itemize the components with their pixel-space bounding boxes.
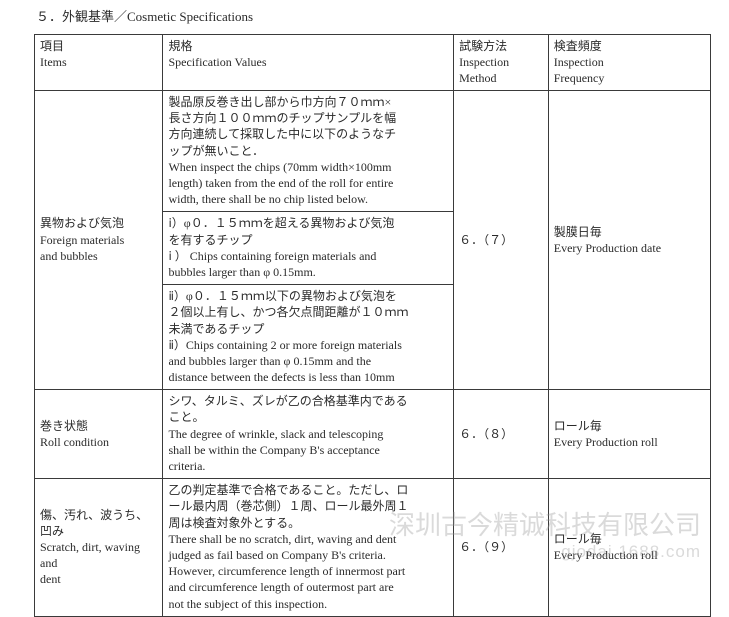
header-spec-en: Specification Values: [168, 55, 266, 69]
spec1b-en2: bubbles larger than φ 0.15mm.: [168, 265, 315, 279]
item3-en1: Scratch, dirt, waving and: [40, 540, 140, 570]
cell-item-2: 巻き状態 Roll condition: [35, 390, 163, 479]
spec1a-jp1: 製品原反巻き出し部から巾方向７０ｍｍ×: [168, 95, 391, 109]
freq2-jp: ロール毎: [554, 419, 602, 433]
table-row: 巻き状態 Roll condition シワ、タルミ、ズレが乙の合格基準内である…: [35, 390, 711, 479]
method2: ６．（８）: [459, 427, 513, 441]
freq3-jp: ロール毎: [554, 532, 602, 546]
table-row: 異物および気泡 Foreign materials and bubbles 製品…: [35, 91, 711, 212]
spec3-en3: However, circumference length of innermo…: [168, 564, 405, 578]
item3-en2: dent: [40, 572, 61, 586]
spec1c-jp1: ⅱ）φ０．１５ｍｍ以下の異物および気泡を: [168, 289, 396, 303]
spec1a-en2: length) taken from the end of the roll f…: [168, 176, 393, 190]
spec1a-jp4: ップが無いこと．: [168, 144, 264, 158]
freq1-jp: 製膜日毎: [554, 225, 602, 239]
cell-spec-3: 乙の判定基準で合格であること。ただし、ロ ール最内周（巻芯側）１周、ロール最外周…: [163, 479, 454, 617]
item2-en: Roll condition: [40, 435, 109, 449]
spec1a-jp3: 方向連続して採取した中に以下のようなチ: [168, 127, 396, 141]
freq2-en: Every Production roll: [554, 435, 658, 449]
method3: ６．（９）: [459, 540, 513, 554]
header-method: 試験方法 Inspection Method: [454, 34, 549, 91]
header-items: 項目 Items: [35, 34, 163, 91]
spec1b-en1: ⅰ ） Chips containing foreign materials a…: [168, 249, 376, 263]
freq1-en: Every Production date: [554, 241, 661, 255]
cell-freq-1: 製膜日毎 Every Production date: [548, 91, 710, 390]
spec3-en5: not the subject of this inspection.: [168, 597, 327, 611]
item2-jp: 巻き状態: [40, 419, 88, 433]
header-freq-jp: 検査頻度: [554, 39, 602, 53]
spec1a-en3: width, there shall be no chip listed bel…: [168, 192, 368, 206]
spec3-en4: and circumference length of outermost pa…: [168, 580, 393, 594]
cell-method-1: ６．（７）: [454, 91, 549, 390]
spec3-en1: There shall be no scratch, dirt, waving …: [168, 532, 396, 546]
header-freq: 検査頻度 Inspection Frequency: [548, 34, 710, 91]
cell-method-3: ６．（９）: [454, 479, 549, 617]
item1-en2: and bubbles: [40, 249, 98, 263]
spec2-jp2: こと。: [168, 410, 204, 424]
cell-method-2: ６．（８）: [454, 390, 549, 479]
spec3-jp2: ール最内周（巻芯側）１周、ロール最外周１: [168, 499, 408, 513]
spec2-en2: shall be within the Company B's acceptan…: [168, 443, 379, 457]
header-method-en1: Inspection: [459, 55, 509, 69]
header-items-jp: 項目: [40, 39, 64, 53]
cell-item-1: 異物および気泡 Foreign materials and bubbles: [35, 91, 163, 390]
spec3-jp3: 周は検査対象外とする。: [168, 516, 300, 530]
spec1b-jp2: を有するチップ: [168, 233, 252, 247]
spec1c-jp2: ２個以上有し、かつ各欠点間距離が１０ｍｍ: [168, 305, 408, 319]
header-method-en2: Method: [459, 71, 496, 85]
spec1c-en1: ⅱ）Chips containing 2 or more foreign mat…: [168, 338, 401, 352]
cell-spec-2: シワ、タルミ、ズレが乙の合格基準内である こと。 The degree of w…: [163, 390, 454, 479]
spec1c-en2: and bubbles larger than φ 0.15mm and the: [168, 354, 371, 368]
section-heading: ５．外観基準／Cosmetic Specifications: [36, 8, 711, 26]
spec3-jp1: 乙の判定基準で合格であること。ただし、ロ: [168, 483, 408, 497]
header-items-en: Items: [40, 55, 67, 69]
cell-spec-1c: ⅱ）φ０．１５ｍｍ以下の異物および気泡を ２個以上有し、かつ各欠点間距離が１０ｍ…: [163, 285, 454, 390]
spec2-jp1: シワ、タルミ、ズレが乙の合格基準内である: [168, 394, 407, 408]
spec1a-en1: When inspect the chips (70mm width×100mm: [168, 160, 391, 174]
header-spec-jp: 規格: [168, 39, 192, 53]
header-spec: 規格 Specification Values: [163, 34, 454, 91]
freq3-en: Every Production roll: [554, 548, 658, 562]
method1: ６．（７）: [459, 233, 513, 247]
cell-freq-3: ロール毎 Every Production roll: [548, 479, 710, 617]
cell-freq-2: ロール毎 Every Production roll: [548, 390, 710, 479]
header-freq-en2: Frequency: [554, 71, 605, 85]
cell-spec-1b: ⅰ）φ０．１５ｍｍを超える異物および気泡 を有するチップ ⅰ ） Chips c…: [163, 212, 454, 285]
cosmetic-spec-table: 項目 Items 規格 Specification Values 試験方法 In…: [34, 34, 711, 617]
cell-item-3: 傷、汚れ、波うち、凹み Scratch, dirt, waving and de…: [35, 479, 163, 617]
header-freq-en1: Inspection: [554, 55, 604, 69]
spec1c-en3: distance between the defects is less tha…: [168, 370, 394, 384]
spec2-en1: The degree of wrinkle, slack and telesco…: [168, 427, 383, 441]
table-header-row: 項目 Items 規格 Specification Values 試験方法 In…: [35, 34, 711, 91]
cell-spec-1a: 製品原反巻き出し部から巾方向７０ｍｍ× 長さ方向１００ｍｍのチップサンプルを幅 …: [163, 91, 454, 212]
item1-en1: Foreign materials: [40, 233, 124, 247]
table-row: 傷、汚れ、波うち、凹み Scratch, dirt, waving and de…: [35, 479, 711, 617]
item3-jp: 傷、汚れ、波うち、凹み: [40, 508, 148, 538]
spec2-en3: criteria.: [168, 459, 205, 473]
spec1c-jp3: 未満であるチップ: [168, 322, 264, 336]
spec3-en2: judged as fail based on Company B's crit…: [168, 548, 385, 562]
spec1b-jp1: ⅰ）φ０．１５ｍｍを超える異物および気泡: [168, 216, 394, 230]
header-method-jp: 試験方法: [459, 39, 507, 53]
item1-jp: 異物および気泡: [40, 216, 124, 230]
spec1a-jp2: 長さ方向１００ｍｍのチップサンプルを幅: [168, 111, 396, 125]
